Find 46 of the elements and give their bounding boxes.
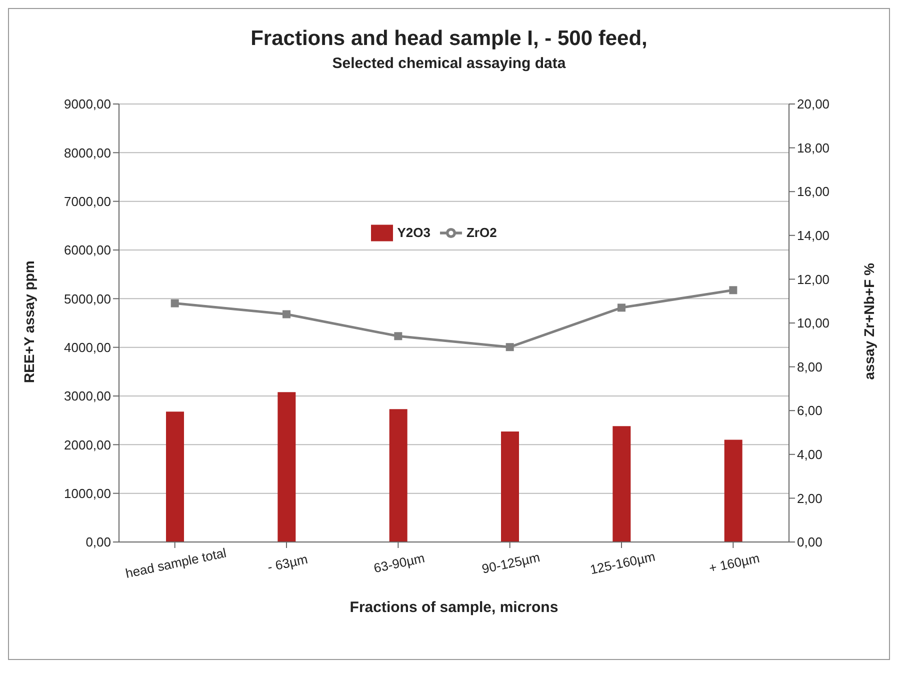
x-tick-label: - 63µm	[266, 551, 310, 575]
bar	[501, 432, 519, 542]
y2-tick-label: 10,00	[797, 316, 830, 331]
x-tick-label: head sample total	[124, 544, 228, 581]
y2-tick-label: 12,00	[797, 272, 830, 287]
y-axis-title: REE+Y assay ppm	[20, 260, 37, 383]
bar	[612, 426, 631, 542]
legend-label: ZrO2	[466, 225, 497, 240]
chart-subtitle: Selected chemical assaying data	[331, 55, 567, 72]
y2-tick-label: 18,00	[797, 140, 830, 156]
point	[170, 299, 179, 308]
y-tick-label: 1000,00	[64, 486, 111, 501]
y2-tick-label: 4,00	[797, 447, 822, 462]
y2-tick-label: 8,00	[797, 359, 822, 374]
y2-tick-label: 14,00	[797, 228, 830, 244]
y2-tick-label: 2,00	[797, 490, 822, 506]
bar	[278, 392, 296, 542]
x-tick-label: 125-160µm	[588, 548, 656, 578]
legend-label: Y2O3	[397, 225, 430, 240]
y-tick-label: 5000,00	[64, 291, 111, 306]
y-tick-label: 2000,00	[64, 437, 111, 452]
point	[618, 304, 626, 312]
x-axis-title: Fractions of sample, microns	[350, 599, 558, 616]
y-tick-label: 7000,00	[64, 194, 111, 209]
y2-axis-title: assay Zr+Nb+F %	[860, 262, 877, 380]
y2-tick-label: 20,00	[797, 96, 830, 112]
x-tick-label: + 160µm	[708, 550, 761, 576]
y-tick-label: 0,00	[86, 534, 111, 550]
y-tick-label: 4000,00	[64, 340, 111, 355]
chart-title: Fractions and head sample I, - 500 feed,	[250, 27, 648, 51]
y-tick-label: 6000,00	[64, 242, 111, 258]
bar	[389, 409, 408, 542]
y2-tick-label: 0,00	[797, 534, 822, 550]
point	[282, 310, 290, 318]
y-tick-label: 8000,00	[64, 145, 111, 160]
x-tick-label: 90-125µm	[480, 550, 542, 576]
y2-tick-label: 6,00	[797, 403, 822, 418]
point	[506, 343, 514, 352]
x-tick-label: 63-90µm	[372, 550, 426, 576]
bar	[166, 412, 184, 542]
bar	[724, 440, 742, 542]
point	[729, 286, 738, 294]
y2-tick-label: 16,00	[797, 184, 830, 200]
point	[394, 332, 402, 340]
y-tick-label: 9000,00	[64, 96, 111, 112]
y-tick-label: 3000,00	[64, 388, 111, 404]
